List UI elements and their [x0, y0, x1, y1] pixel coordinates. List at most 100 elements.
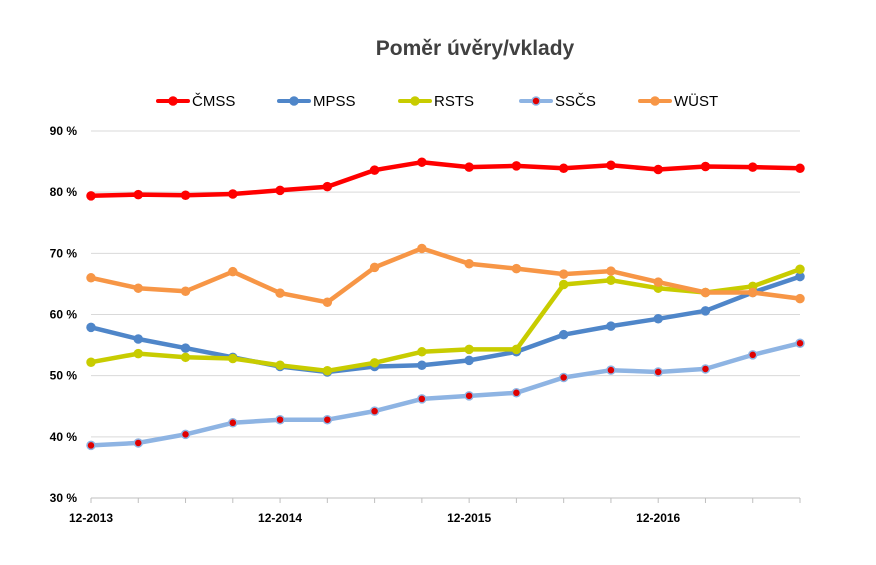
- data-point: [511, 344, 522, 355]
- data-point: [275, 288, 285, 298]
- data-point: [464, 258, 474, 269]
- data-point: [322, 366, 333, 376]
- data-point: [369, 406, 380, 416]
- data-point: [180, 343, 191, 353]
- y-tick-label: 80 %: [50, 185, 78, 199]
- data-point: [322, 297, 333, 308]
- x-tick-label: 12-2016: [636, 511, 680, 525]
- data-point: [86, 440, 96, 451]
- legend-marker: [168, 96, 178, 106]
- data-point: [558, 372, 569, 383]
- data-point: [795, 163, 805, 174]
- legend-label: ČMSS: [192, 93, 235, 110]
- data-point: [558, 269, 569, 279]
- data-point: [275, 414, 285, 425]
- data-point: [369, 358, 380, 368]
- data-point: [606, 365, 616, 375]
- data-point: [417, 157, 427, 167]
- grid-lines: [91, 130, 800, 438]
- data-point: [558, 163, 569, 174]
- data-point: [228, 189, 238, 199]
- data-point: [322, 414, 333, 425]
- data-point: [795, 264, 805, 274]
- data-point: [653, 367, 663, 377]
- data-point: [653, 314, 663, 324]
- data-point: [275, 360, 285, 371]
- data-point: [653, 164, 663, 175]
- y-tick-label: 60 %: [50, 308, 78, 322]
- series-line: [88, 246, 803, 305]
- axes: 30 % 40 % 50 % 60 % 70 % 80 % 90 % 12-2013 12-20…: [50, 124, 801, 525]
- data-point: [795, 293, 805, 304]
- data-point: [417, 394, 427, 404]
- data-point: [417, 243, 427, 254]
- y-tick-label: 90 %: [50, 124, 78, 138]
- data-point: [795, 338, 805, 348]
- data-point: [653, 277, 663, 287]
- legend-label: MPSS: [313, 93, 356, 110]
- data-point: [417, 360, 427, 371]
- data-point: [700, 161, 711, 172]
- data-point: [747, 350, 758, 360]
- data-point: [417, 347, 427, 357]
- data-point: [86, 322, 96, 333]
- series-line: [88, 340, 803, 448]
- legend-label: SSČS: [555, 93, 596, 110]
- data-point: [180, 190, 191, 200]
- data-point: [700, 364, 711, 374]
- data-point: [606, 160, 616, 171]
- data-point: [228, 418, 238, 428]
- data-point: [369, 262, 380, 273]
- legend-marker: [531, 96, 541, 106]
- data-point: [464, 391, 474, 401]
- legend-label: WÜST: [674, 92, 718, 110]
- data-point: [133, 189, 144, 200]
- legend-marker: [289, 96, 299, 106]
- data-point: [464, 355, 474, 366]
- data-point: [275, 185, 285, 196]
- series-line: [88, 274, 803, 375]
- data-point: [180, 429, 191, 440]
- data-point: [369, 165, 380, 175]
- data-point: [133, 283, 144, 293]
- data-point: [228, 353, 238, 364]
- data-point: [86, 191, 96, 201]
- data-point: [606, 266, 616, 276]
- series-group: [86, 157, 805, 451]
- data-point: [747, 287, 758, 298]
- data-point: [133, 348, 144, 359]
- data-point: [606, 321, 616, 331]
- y-tick-label: 30 %: [50, 491, 78, 505]
- data-point: [180, 352, 191, 363]
- y-tick-label: 70 %: [50, 246, 78, 260]
- data-point: [606, 275, 616, 285]
- data-point: [322, 181, 333, 192]
- series-line: [88, 159, 803, 199]
- data-point: [558, 279, 569, 290]
- data-point: [464, 162, 474, 172]
- data-point: [86, 357, 96, 367]
- x-tick-label: 12-2014: [258, 511, 302, 525]
- legend-marker: [410, 96, 420, 106]
- data-point: [700, 306, 711, 316]
- legend-marker: [650, 96, 660, 106]
- data-point: [511, 161, 522, 171]
- data-point: [511, 263, 522, 274]
- legend: ČMSS MPSS RSTS SSČS WÜST: [156, 92, 718, 110]
- chart-title: Poměr úvěry/vklady: [376, 37, 575, 60]
- data-point: [700, 287, 711, 298]
- data-point: [558, 329, 569, 340]
- x-tick-label: 12-2015: [447, 511, 491, 525]
- data-point: [180, 286, 191, 297]
- data-point: [747, 162, 758, 172]
- data-point: [133, 334, 144, 344]
- series-line: [88, 266, 803, 374]
- y-tick-label: 40 %: [50, 430, 78, 444]
- data-point: [228, 266, 238, 277]
- data-point: [511, 388, 522, 398]
- x-tick-label: 12-2013: [69, 511, 113, 525]
- data-point: [86, 273, 96, 283]
- data-point: [464, 344, 474, 355]
- y-tick-label: 50 %: [50, 369, 78, 383]
